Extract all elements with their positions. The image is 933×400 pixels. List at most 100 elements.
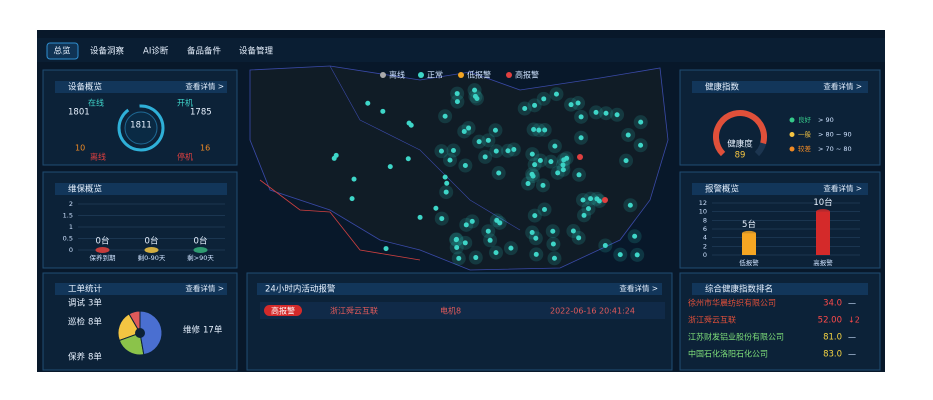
- pie-value: 8单: [88, 317, 102, 328]
- map-dot: [593, 109, 599, 115]
- map-dot: [627, 202, 633, 208]
- map-dot: [351, 176, 357, 182]
- legend-name: 一般: [798, 130, 812, 139]
- pie-slice: [139, 310, 163, 356]
- y-tick-label: 8: [703, 216, 707, 224]
- map-dot: [453, 237, 459, 243]
- map-dot: [578, 135, 584, 141]
- map-dot: [469, 218, 475, 224]
- map-dot: [450, 147, 456, 153]
- legend-dot: [789, 117, 795, 123]
- map-dot: [405, 156, 411, 162]
- alarm-company: 浙江舜云互联: [330, 306, 378, 316]
- map-dot: [472, 93, 478, 99]
- panel-title: 综合健康指数排名: [705, 284, 773, 295]
- bar: [816, 211, 830, 255]
- legend-range: > 80 ~ 90: [818, 131, 852, 139]
- y-tick-label: 6: [703, 225, 707, 233]
- map-dot: [550, 241, 556, 247]
- map-dot: [442, 174, 448, 180]
- value-label: 0台: [145, 236, 159, 247]
- map-dot: [531, 127, 537, 133]
- details-link[interactable]: 查看详情 >: [619, 283, 658, 293]
- map-dot: [568, 102, 574, 108]
- value-label: 0台: [96, 236, 110, 247]
- map-dot: [454, 91, 460, 97]
- map-dot: [602, 243, 608, 249]
- y-tick-label: 0: [69, 246, 73, 254]
- map-dot: [473, 255, 479, 261]
- map-dot: [564, 155, 570, 161]
- panel-header: [55, 283, 227, 295]
- rank-name: 徐州市华晨纺织有限公司: [688, 298, 776, 308]
- map-dot: [577, 154, 583, 160]
- map-dot: [525, 181, 531, 187]
- map-dot: [533, 235, 539, 241]
- map-dot: [555, 170, 561, 176]
- map-dot: [383, 246, 389, 252]
- bar-cap: [95, 247, 110, 253]
- panel-header: [692, 283, 868, 295]
- details-link[interactable]: 查看详情 >: [185, 81, 224, 91]
- pie-value: 17单: [203, 325, 223, 336]
- map-dot: [614, 112, 620, 118]
- map-dot: [536, 127, 542, 133]
- details-link[interactable]: 查看详情 >: [185, 283, 224, 293]
- rank-score: 34.0: [823, 299, 842, 309]
- panel-header: [55, 183, 227, 195]
- map-dot: [575, 100, 581, 106]
- legend-range: > 70 ~ 80: [818, 145, 852, 153]
- label: 在线: [88, 98, 104, 108]
- gauge-value: [713, 110, 767, 157]
- map-dot: [580, 197, 586, 203]
- legend-dot: [418, 72, 424, 78]
- value-label: 0台: [194, 236, 208, 247]
- legend-label: 离线: [389, 70, 405, 80]
- gauge-value-text: 89: [735, 151, 746, 161]
- map-dot: [542, 206, 548, 212]
- value: 16: [200, 144, 210, 153]
- map-dot: [476, 139, 482, 145]
- map-dot: [617, 252, 623, 258]
- ring: [117, 104, 165, 152]
- panel-title: 工单统计: [68, 284, 103, 295]
- panel-title: 健康指数: [705, 82, 740, 93]
- map-dot: [588, 196, 594, 202]
- map-dot: [529, 230, 535, 236]
- map-dot: [408, 122, 414, 128]
- y-tick-label: 2: [703, 242, 707, 250]
- bar-cap: [144, 247, 159, 253]
- nav-tab[interactable]: 设备管理: [239, 46, 274, 57]
- map-dot: [623, 158, 629, 164]
- map-dot: [540, 182, 546, 188]
- map-dot: [551, 255, 557, 261]
- panel-title: 报警概览: [705, 184, 739, 195]
- map-dot: [444, 180, 450, 186]
- rank-score: 52.00: [818, 316, 842, 326]
- nav-tab[interactable]: 备品备件: [187, 46, 222, 57]
- alarm-row[interactable]: [260, 302, 665, 319]
- map-dot: [553, 91, 559, 97]
- map-dot: [462, 240, 468, 246]
- map-dot: [331, 155, 337, 161]
- device-overview: 1811 在线 1801 开机 1785 10 离线 16 停机: [68, 98, 212, 162]
- nav-tab[interactable]: 设备洞察: [90, 46, 125, 57]
- nav-tab[interactable]: 总览: [53, 46, 70, 57]
- legend-dot: [458, 72, 464, 78]
- rank-score: 83.0: [823, 350, 842, 360]
- details-link[interactable]: 查看详情 >: [823, 81, 862, 91]
- bar-cap: [816, 209, 830, 215]
- nav-tab[interactable]: AI诊断: [143, 46, 169, 57]
- map-dot: [522, 106, 528, 112]
- map-dot: [638, 119, 644, 125]
- map-dot: [505, 148, 511, 154]
- pie-label: 保养: [68, 352, 86, 363]
- alarm-badge: [264, 305, 302, 316]
- legend-label: 正常: [427, 71, 443, 80]
- details-link[interactable]: 查看详情 >: [823, 183, 862, 193]
- rank-trend: —: [848, 350, 856, 359]
- map-dot: [487, 237, 493, 243]
- label: 离线: [90, 152, 106, 162]
- map-dot: [380, 108, 386, 114]
- pie-label: 维修: [183, 325, 201, 336]
